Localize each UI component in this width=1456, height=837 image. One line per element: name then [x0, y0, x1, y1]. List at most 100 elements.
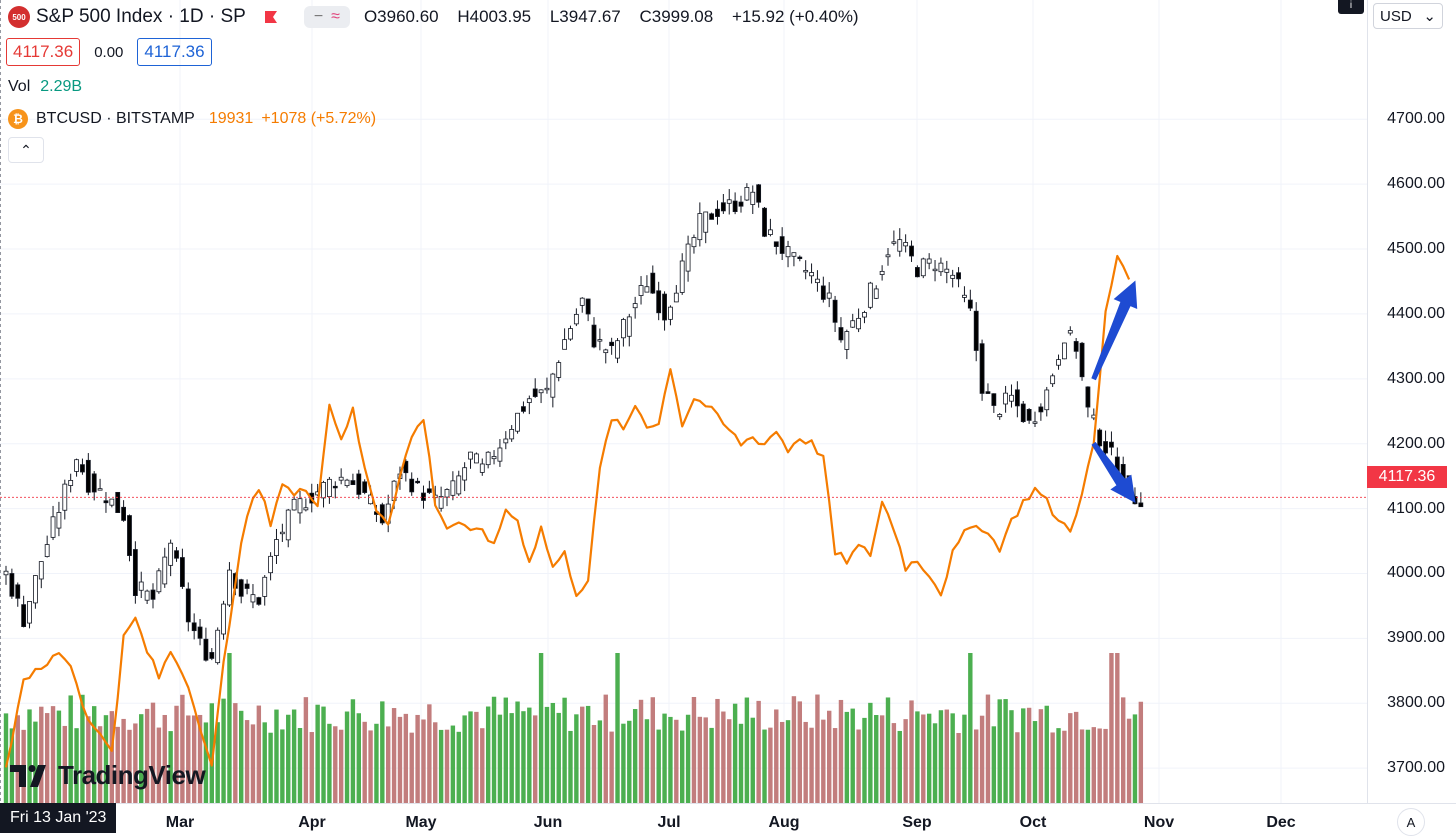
volume-bar — [691, 696, 697, 803]
volume-bar — [321, 706, 326, 803]
candle-body — [1020, 403, 1026, 423]
candle-body — [626, 316, 632, 337]
volume-bar — [421, 719, 426, 803]
candle-body — [920, 258, 926, 277]
volume-bar — [109, 711, 115, 803]
ask-price[interactable]: 4117.36 — [137, 38, 212, 66]
volume-bar — [756, 700, 761, 803]
candle-body — [515, 412, 520, 432]
candle-body — [791, 252, 797, 257]
candle-body — [562, 339, 567, 350]
volume-bar — [1050, 732, 1055, 803]
volume-bar — [227, 653, 232, 803]
volume-bar — [103, 715, 109, 803]
volume-bar — [1126, 718, 1132, 803]
volume-bar — [427, 704, 432, 803]
volume-bar — [744, 697, 750, 803]
ohlc-readout: O3960.60 H4003.95 L3947.67 C3999.08 +15.… — [364, 7, 859, 27]
volume-bar — [938, 710, 944, 803]
wave-icon[interactable]: ≈ — [331, 8, 340, 25]
volume-bar — [303, 697, 309, 803]
candle-body — [27, 601, 32, 624]
candle-body — [691, 237, 697, 248]
candle-body — [550, 373, 556, 398]
candle-body — [568, 328, 573, 340]
candle-body — [168, 542, 174, 566]
candle-body — [350, 480, 356, 486]
month-tick-label: Sep — [902, 814, 932, 831]
auto-scale-button[interactable]: A — [1397, 808, 1425, 836]
candle-body — [597, 339, 603, 342]
volume-bar — [1021, 708, 1026, 803]
volume-bar — [497, 714, 503, 803]
bid-price[interactable]: 4117.36 — [6, 38, 81, 66]
candle-body — [1038, 406, 1044, 413]
volume-bar — [15, 715, 20, 803]
candle-body — [491, 456, 497, 460]
candle-body — [944, 268, 950, 273]
flag-icon[interactable] — [264, 10, 278, 24]
volume-bar — [115, 726, 120, 803]
candle-body — [238, 579, 244, 597]
open-value: O3960.60 — [363, 7, 439, 26]
collapse-legend-button[interactable]: ⌃ — [8, 137, 44, 163]
candle-body — [915, 267, 920, 278]
time-axis[interactable]: Mar Apr May Jun Jul Aug Sep Oct Nov Dec — [0, 803, 1456, 837]
candle-body — [538, 389, 544, 394]
candle-body — [509, 428, 515, 440]
currency-label: USD — [1380, 7, 1412, 25]
volume-bar — [556, 712, 561, 803]
candle-body — [862, 312, 867, 318]
volume-bar — [1115, 653, 1120, 803]
btc-legend[interactable]: ₿ BTCUSD · BITSTAMP 19931 +1078 (+5.72%) — [8, 109, 376, 129]
btc-change: +1078 (+5.72%) — [261, 110, 377, 127]
tradingview-logo-icon — [10, 764, 46, 787]
price-axis[interactable]: 3700.00 3800.00 3900.00 4000.00 4100.00 4200.… — [1367, 0, 1456, 803]
volume-bar — [197, 714, 203, 803]
volume-bar — [139, 714, 144, 803]
tradingview-logo[interactable]: TradingView — [10, 760, 206, 791]
candle-body — [80, 464, 85, 473]
candle-body — [838, 327, 844, 341]
volume-bar — [768, 727, 773, 803]
volume-bar — [233, 703, 238, 803]
volume-legend[interactable]: Vol 2.29B — [8, 78, 82, 96]
candle-body — [762, 207, 767, 237]
candle-body — [856, 317, 861, 330]
volume-bar — [462, 715, 467, 803]
price-tick-label: 4400.00 — [1387, 304, 1445, 322]
currency-select[interactable]: USD ⌄ — [1373, 3, 1443, 29]
candle-body — [544, 387, 550, 391]
volume-bar — [738, 723, 744, 803]
chevron-up-icon: ⌃ — [20, 141, 32, 158]
volume-bar — [1044, 705, 1049, 803]
symbol-title[interactable]: S&P 500 Index · 1D · SP — [36, 6, 246, 27]
candle-body — [979, 343, 985, 394]
volume-bar — [1015, 732, 1020, 803]
volume-bar — [856, 729, 861, 803]
price-tick-label: 4000.00 — [1387, 564, 1445, 582]
candle-body — [1109, 441, 1114, 448]
volume-bar — [615, 653, 620, 803]
volume-bar — [415, 714, 420, 803]
price-chart[interactable] — [0, 0, 1367, 803]
volume-bar — [33, 721, 38, 803]
candle-body — [615, 340, 620, 359]
volume-bar — [1138, 701, 1144, 803]
compare-toggle[interactable]: − ≈ — [303, 6, 350, 28]
info-icon[interactable]: i — [1338, 0, 1364, 14]
volume-bar — [309, 732, 314, 803]
volume-bar — [750, 717, 755, 803]
volume-bar — [433, 722, 438, 803]
candle-body — [1079, 342, 1085, 378]
volume-bar — [527, 707, 532, 803]
candle-body — [820, 285, 826, 300]
volume-bar — [344, 711, 350, 803]
candle-body — [3, 570, 9, 576]
volume-bar — [791, 696, 797, 803]
volume-bar — [121, 718, 126, 803]
minus-icon[interactable]: − — [313, 8, 324, 25]
candle-body — [726, 199, 732, 204]
volume-bar — [627, 720, 632, 803]
candle-body — [973, 310, 979, 351]
